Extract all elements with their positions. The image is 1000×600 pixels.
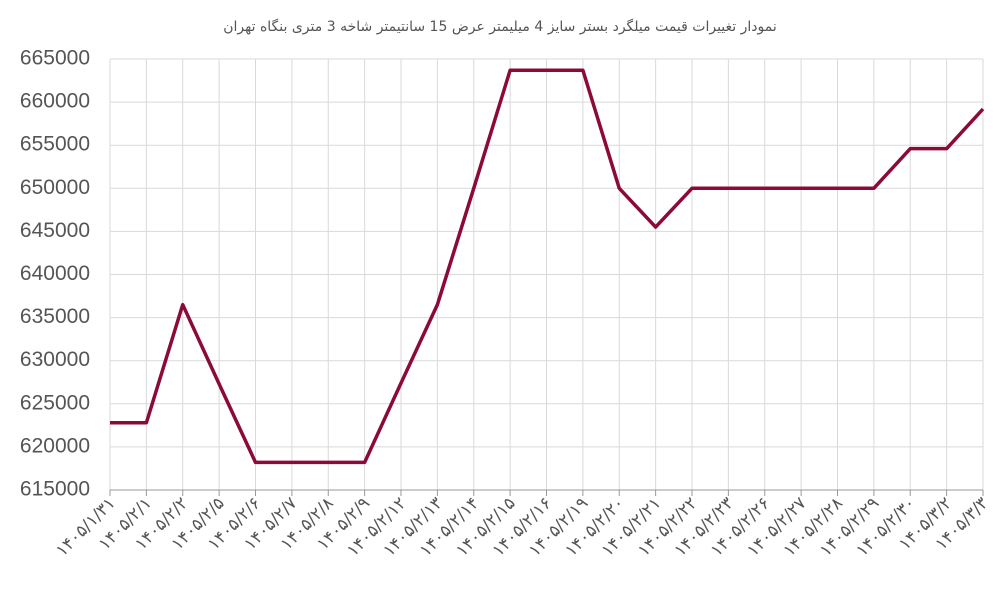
y-tick-label: 650000: [20, 176, 90, 199]
y-tick-label: 660000: [20, 90, 90, 113]
y-tick-label: 615000: [20, 478, 90, 501]
y-tick-label: 635000: [20, 305, 90, 328]
line: [110, 68, 985, 465]
y-tick-label: 640000: [20, 262, 90, 285]
y-tick-label: 625000: [20, 391, 90, 414]
chart-title: نمودار تغییرات قیمت میلگرد بستر سایز 4 م…: [223, 18, 777, 35]
y-tick-label: 620000: [20, 434, 90, 457]
y-tick-label: 645000: [20, 219, 90, 242]
y-tick-label: 655000: [20, 133, 90, 156]
y-tick-label: 665000: [20, 47, 90, 70]
y-tick-label: 630000: [20, 348, 90, 371]
